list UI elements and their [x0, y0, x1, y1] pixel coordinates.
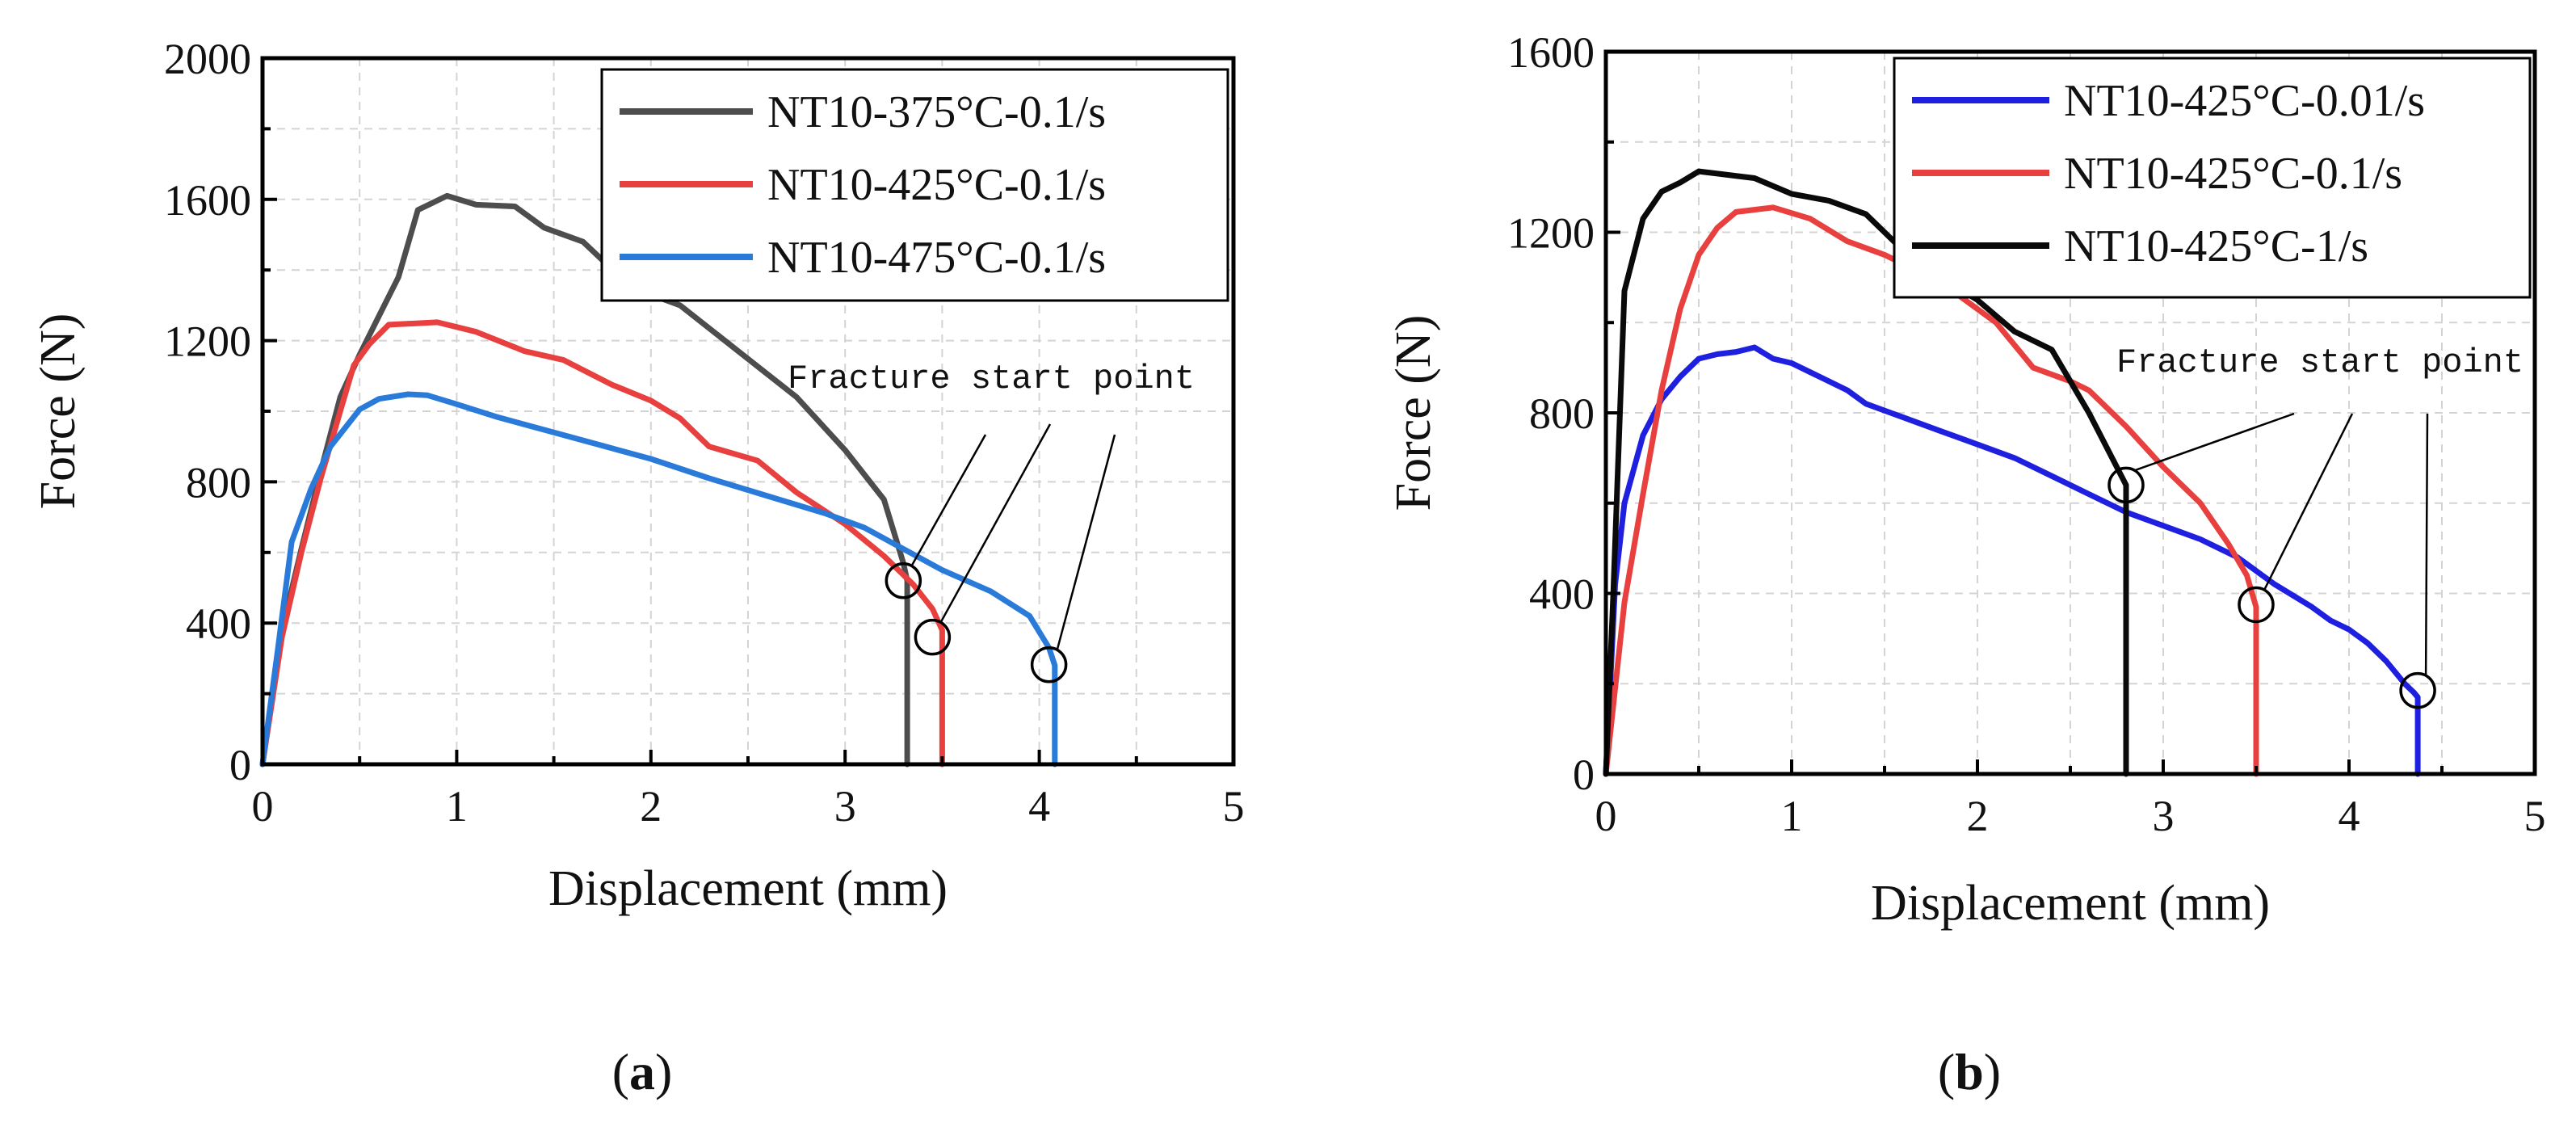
- panel-label-open: (: [1938, 1043, 1955, 1100]
- y-tick-label: 0: [229, 741, 251, 789]
- annotation-text: Fracture start point: [788, 360, 1195, 398]
- fracture-point-circle: [2399, 671, 2436, 709]
- x-tick-label: 4: [2339, 792, 2360, 840]
- y-tick-label: 0: [1573, 751, 1595, 799]
- annotation-leader: [939, 423, 1052, 624]
- legend-label-1: NT10-425°C-0.1/s: [767, 160, 1106, 210]
- series-line-2: [259, 391, 1058, 768]
- panel-label: (b): [1938, 1043, 2001, 1100]
- x-axis-label: Displacement (mm): [1871, 876, 2270, 931]
- annotation-text: Fracture start point: [2116, 343, 2523, 382]
- fracture-point-circle: [914, 618, 952, 656]
- chart-b: 0 1 2 3 4 5 0 400 800 1200 1600 Displacement (mm) Fo…: [1386, 28, 2546, 1100]
- annotation-leader: [2133, 412, 2295, 472]
- annotation-leader: [1056, 434, 1116, 651]
- series-line-0: [259, 192, 910, 768]
- x-tick-label: 2: [1967, 792, 1989, 840]
- legend-label-1: NT10-425°C-0.1/s: [2064, 149, 2402, 199]
- x-tick-label: 3: [834, 782, 856, 831]
- annotation-leader: [2424, 413, 2429, 676]
- fracture-point-circle: [885, 562, 922, 599]
- legend-label-0: NT10-375°C-0.1/s: [767, 87, 1106, 137]
- x-tick-label: 0: [1595, 792, 1617, 840]
- y-axis-label: Force (N): [31, 313, 86, 510]
- panel-label-letter: a: [629, 1043, 655, 1100]
- y-tick-label: 2000: [164, 35, 251, 83]
- series-line-0: [1603, 344, 2421, 777]
- fracture-point-circle: [2107, 466, 2145, 504]
- series-line-1: [259, 319, 945, 768]
- chart-a: 0 1 2 3 4 5 0 400 800 1200 1600 2000 Displacement (m…: [31, 35, 1245, 1100]
- x-tick-label: 4: [1028, 782, 1050, 831]
- y-tick-label: 400: [186, 599, 251, 648]
- panel-label-close: ): [1984, 1043, 2001, 1100]
- x-tick-label: 1: [1781, 792, 1803, 840]
- series-line-2: [1603, 168, 2129, 777]
- panel-label-open: (: [612, 1043, 629, 1100]
- annotation-leader: [2263, 413, 2354, 591]
- y-tick-label: 800: [1529, 389, 1595, 438]
- y-tick-label: 1600: [164, 176, 251, 225]
- legend-label-2: NT10-425°C-1/s: [2064, 221, 2368, 271]
- x-axis-label: Displacement (mm): [548, 861, 948, 916]
- x-tick-label: 2: [640, 782, 662, 831]
- y-tick-label: 1200: [164, 318, 251, 366]
- y-tick-label: 1200: [1507, 209, 1595, 258]
- legend-label-2: NT10-475°C-0.1/s: [767, 233, 1106, 283]
- x-tick-label: 5: [2524, 792, 2546, 840]
- legend-label-0: NT10-425°C-0.01/s: [2064, 76, 2425, 126]
- y-tick-label: 800: [186, 458, 251, 507]
- x-tick-label: 5: [1223, 782, 1245, 831]
- y-axis-label: Force (N): [1386, 315, 1441, 511]
- fracture-point-circle: [2238, 586, 2275, 624]
- annotation-leader: [910, 434, 987, 567]
- x-tick-label: 1: [446, 782, 468, 831]
- fracture-point-circle: [1030, 646, 1068, 683]
- panel-label-close: ): [655, 1043, 672, 1100]
- y-tick-label: 1600: [1507, 28, 1595, 77]
- panel-label-letter: b: [1955, 1043, 1984, 1100]
- x-tick-label: 3: [2153, 792, 2175, 840]
- x-tick-label: 0: [252, 782, 274, 831]
- panel-label: (a): [612, 1043, 673, 1100]
- y-tick-label: 400: [1529, 570, 1595, 619]
